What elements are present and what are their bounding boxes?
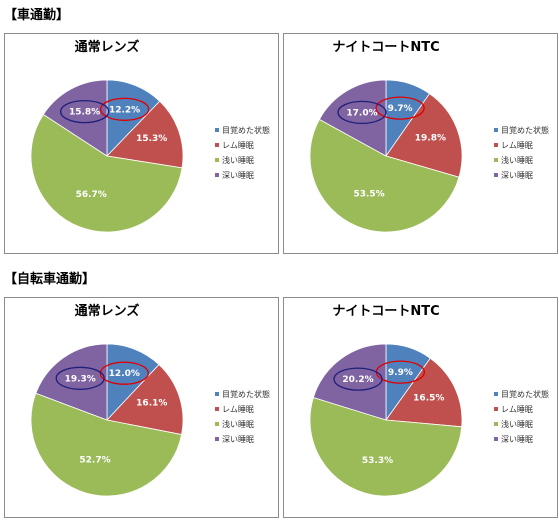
legend-label: 深い睡眠 (501, 171, 533, 180)
data-label: 53.3% (362, 456, 393, 466)
data-label: 15.3% (136, 134, 167, 144)
chart-title: ナイトコートNTC (332, 40, 439, 55)
legend-swatch (215, 143, 219, 147)
chart-panel-bicycle-normal: 通常レンズ 12.0% 16.1% 52.7% 19.3% 目覚めた状態 レム睡眠浅い睡眠深… (4, 297, 279, 518)
data-label: 17.0% (346, 108, 377, 118)
data-label: 20.2% (342, 375, 373, 385)
legend-swatch (215, 128, 219, 132)
legend-swatch (494, 143, 498, 147)
data-label: 16.1% (136, 399, 167, 409)
legend-label: 浅い睡眠 (222, 419, 254, 429)
pie-slice (30, 113, 183, 233)
pie-slice (312, 343, 387, 421)
chart-title: ナイトコートNTC (332, 304, 439, 319)
data-label: 19.8% (415, 133, 446, 143)
highlight-ellipse (375, 96, 425, 120)
legend-label: 浅い睡眠 (501, 155, 533, 165)
pie-slice (30, 392, 183, 497)
pie-slice (35, 343, 108, 421)
chart-panel-car-normal: 通常レンズ 12.2% 15.3% 56.7% 15.8% 目覚めた状態 レム睡眠浅い睡眠深… (4, 33, 279, 254)
pie-slice (385, 357, 463, 428)
legend-swatch (215, 437, 219, 441)
legend-label: レム睡眠 (501, 405, 533, 414)
legend-swatch (494, 407, 498, 411)
legend-label: 浅い睡眠 (222, 155, 254, 165)
legend-label: レム睡眠 (501, 141, 533, 150)
legend-swatch (215, 407, 219, 411)
legend-swatch (494, 422, 498, 426)
legend-label: 目覚めた状態 (501, 125, 549, 135)
legend-label: 深い睡眠 (222, 171, 254, 180)
highlight-ellipse (333, 367, 383, 391)
pie-slice (309, 118, 460, 233)
legend-swatch (215, 173, 219, 177)
legend-swatch (215, 392, 219, 396)
pie-slice (385, 93, 463, 178)
highlight-ellipse (99, 97, 150, 121)
legend-swatch (215, 422, 219, 426)
highlight-ellipse (99, 361, 149, 385)
chart-title: 通常レンズ (75, 303, 140, 319)
data-label: 9.9% (388, 368, 413, 378)
pie-chart-svg: 通常レンズ 12.2% 15.3% 56.7% 15.8% 目覚めた状態レム睡眠浅い睡眠深… (30, 39, 270, 233)
pie-slice (318, 79, 387, 157)
data-label: 12.0% (109, 369, 140, 379)
highlight-ellipse (337, 100, 387, 125)
pie-slice (106, 363, 184, 436)
pie-slice (42, 79, 108, 157)
pie-chart-svg: ナイトコートNTC 9.9% 16.5% 53.3% 20.2% 目覚めた状態レム睡眠浅い… (309, 304, 549, 497)
data-label: 15.8% (69, 108, 100, 118)
legend-swatch (494, 128, 498, 132)
section-title-bicycle: 【自転車通勤】 (4, 272, 96, 287)
legend-label: 目覚めた状態 (501, 389, 549, 399)
data-label: 12.2% (109, 105, 140, 115)
section-title-car: 【車通勤】 (4, 8, 70, 23)
legend-swatch (494, 437, 498, 441)
chart-panel-bicycle-ntc: ナイトコートNTC 9.9% 16.5% 53.3% 20.2% 目覚めた状態 レム睡眠浅い… (283, 297, 558, 518)
legend-swatch (494, 392, 498, 396)
data-label: 56.7% (76, 190, 107, 200)
data-label: 16.5% (413, 393, 444, 403)
data-label: 9.7% (388, 104, 413, 114)
legend-label: レム睡眠 (222, 141, 254, 150)
legend-label: レム睡眠 (222, 405, 254, 414)
data-label: 53.5% (353, 190, 384, 200)
legend-label: 目覚めた状態 (222, 389, 270, 399)
highlight-ellipse (59, 99, 110, 124)
legend-swatch (494, 173, 498, 177)
legend-label: 浅い睡眠 (501, 419, 533, 429)
pie-slice (106, 100, 184, 169)
highlight-ellipse (55, 366, 105, 390)
pie-chart-svg: 通常レンズ 12.0% 16.1% 52.7% 19.3% 目覚めた状態レム睡眠浅い睡眠深… (30, 303, 270, 497)
data-label: 19.3% (65, 374, 96, 384)
pie-slice (309, 397, 463, 497)
chart-panel-car-ntc: ナイトコートNTC 9.7% 19.8% 53.5% 17.0% 目覚めた状態 レム睡眠浅い… (283, 33, 558, 254)
data-label: 52.7% (79, 455, 110, 465)
legend-swatch (215, 158, 219, 162)
legend-swatch (494, 158, 498, 162)
pie-chart-svg: ナイトコートNTC 9.7% 19.8% 53.5% 17.0% 目覚めた状態レム睡眠浅い… (309, 40, 549, 233)
legend-label: 深い睡眠 (501, 435, 533, 444)
legend-label: 目覚めた状態 (222, 125, 270, 135)
chart-title: 通常レンズ (75, 39, 140, 55)
legend-label: 深い睡眠 (222, 435, 254, 444)
